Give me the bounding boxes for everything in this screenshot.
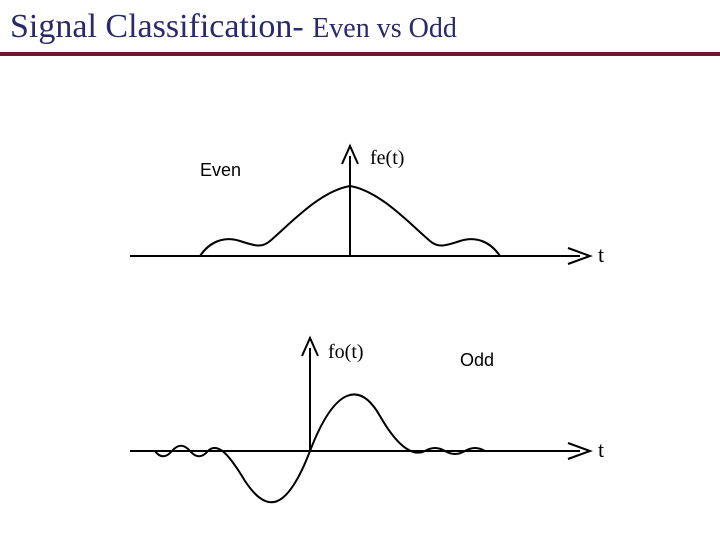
odd-label: Odd xyxy=(460,350,494,370)
title-region: Signal Classification- Even vs Odd xyxy=(0,0,720,52)
even-func-label: fe(t) xyxy=(370,147,404,169)
title-main: Signal Classification- xyxy=(10,8,312,45)
slide: Signal Classification- Even vs Odd Even … xyxy=(0,0,720,540)
diagram-area: Even fe(t) t fo(t) Odd t xyxy=(0,56,720,526)
signals-svg: Even fe(t) t fo(t) Odd t xyxy=(0,56,720,526)
even-label: Even xyxy=(200,160,241,180)
odd-diagram: fo(t) Odd t xyxy=(130,338,604,502)
odd-axis-label: t xyxy=(598,437,604,462)
even-axis-label: t xyxy=(598,242,604,267)
even-diagram: Even fe(t) t xyxy=(130,146,604,267)
odd-func-label: fo(t) xyxy=(328,341,364,363)
title-sub: Even vs Odd xyxy=(312,13,457,44)
odd-curve xyxy=(155,394,485,502)
